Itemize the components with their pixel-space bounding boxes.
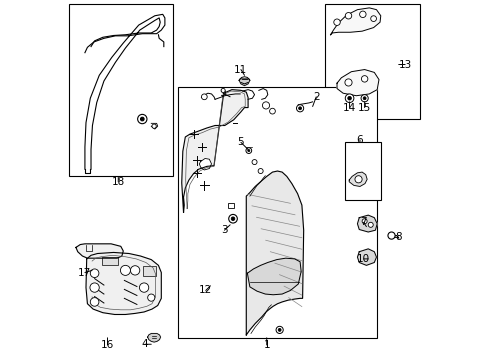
Polygon shape bbox=[86, 252, 161, 315]
Polygon shape bbox=[182, 90, 247, 212]
Circle shape bbox=[130, 266, 140, 275]
Circle shape bbox=[361, 76, 367, 82]
Text: 14: 14 bbox=[342, 103, 355, 113]
Polygon shape bbox=[247, 258, 301, 295]
Circle shape bbox=[90, 269, 99, 278]
Text: 9: 9 bbox=[219, 88, 226, 98]
Bar bbox=[143, 266, 155, 276]
Text: 10: 10 bbox=[356, 254, 369, 264]
Circle shape bbox=[370, 16, 376, 22]
Polygon shape bbox=[199, 158, 211, 170]
Circle shape bbox=[120, 265, 130, 275]
Text: 1: 1 bbox=[263, 340, 269, 350]
Circle shape bbox=[90, 283, 99, 292]
Polygon shape bbox=[76, 244, 123, 258]
Text: 18: 18 bbox=[111, 177, 124, 187]
Circle shape bbox=[139, 283, 148, 292]
Text: 13: 13 bbox=[398, 59, 411, 69]
Text: 11: 11 bbox=[234, 64, 247, 75]
Bar bbox=[325, 4, 419, 119]
Circle shape bbox=[269, 108, 275, 114]
Circle shape bbox=[298, 107, 301, 110]
Text: 5: 5 bbox=[237, 138, 244, 147]
Circle shape bbox=[387, 232, 394, 239]
Text: 6: 6 bbox=[356, 135, 363, 145]
Circle shape bbox=[333, 19, 340, 26]
Text: 8: 8 bbox=[395, 232, 401, 242]
Text: 17: 17 bbox=[78, 267, 91, 278]
Polygon shape bbox=[357, 215, 376, 232]
Circle shape bbox=[363, 97, 366, 100]
Bar bbox=[102, 257, 118, 265]
Circle shape bbox=[360, 95, 367, 102]
Circle shape bbox=[262, 102, 269, 109]
Bar bbox=[178, 87, 376, 338]
Text: 3: 3 bbox=[221, 225, 227, 235]
Circle shape bbox=[228, 215, 237, 223]
Circle shape bbox=[140, 117, 144, 121]
Circle shape bbox=[247, 149, 249, 152]
Bar bbox=[344, 142, 380, 200]
Circle shape bbox=[359, 11, 366, 18]
Circle shape bbox=[258, 168, 263, 174]
Circle shape bbox=[152, 124, 156, 129]
Circle shape bbox=[354, 176, 362, 183]
Circle shape bbox=[345, 13, 351, 19]
Polygon shape bbox=[147, 333, 160, 342]
Circle shape bbox=[137, 114, 147, 124]
Circle shape bbox=[344, 79, 351, 86]
Circle shape bbox=[362, 219, 366, 224]
Polygon shape bbox=[330, 8, 380, 35]
Text: 2: 2 bbox=[312, 92, 319, 102]
Polygon shape bbox=[246, 171, 303, 335]
Circle shape bbox=[367, 222, 372, 227]
Polygon shape bbox=[336, 69, 378, 96]
Circle shape bbox=[231, 217, 234, 221]
Text: 7: 7 bbox=[360, 217, 366, 227]
Circle shape bbox=[147, 294, 155, 301]
Text: 15: 15 bbox=[357, 103, 370, 113]
Bar bbox=[69, 4, 172, 176]
Text: 12: 12 bbox=[199, 285, 212, 296]
Polygon shape bbox=[239, 79, 249, 86]
Circle shape bbox=[347, 96, 351, 100]
Text: 4: 4 bbox=[141, 339, 148, 349]
Circle shape bbox=[90, 298, 99, 306]
Polygon shape bbox=[357, 249, 376, 265]
Circle shape bbox=[276, 326, 283, 333]
Circle shape bbox=[251, 159, 257, 165]
Text: 16: 16 bbox=[101, 340, 114, 350]
Circle shape bbox=[278, 328, 281, 331]
Bar bbox=[228, 203, 233, 208]
Circle shape bbox=[345, 94, 353, 103]
Circle shape bbox=[296, 105, 303, 112]
Circle shape bbox=[245, 148, 251, 153]
Polygon shape bbox=[348, 172, 366, 186]
Circle shape bbox=[201, 94, 207, 100]
